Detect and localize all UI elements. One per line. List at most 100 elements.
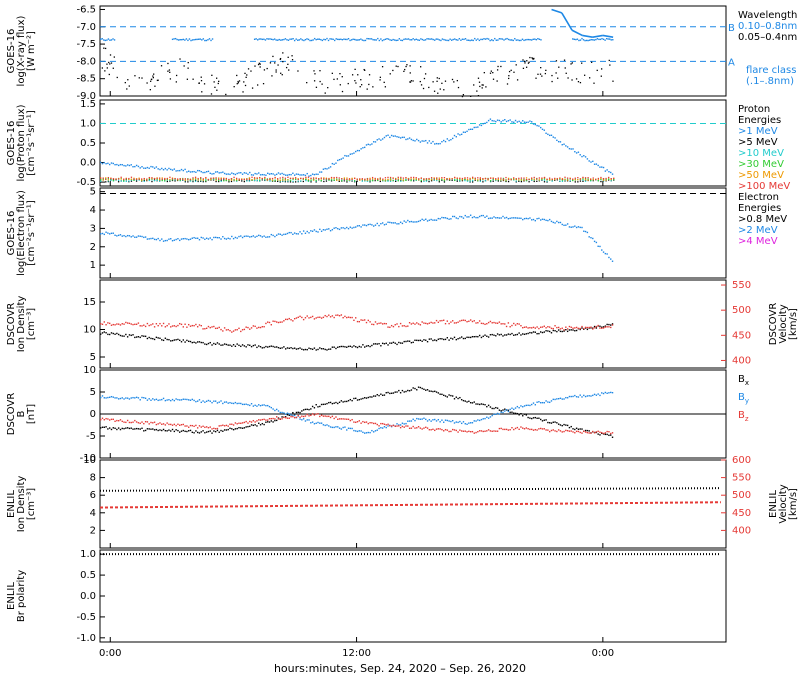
data-point [402, 179, 405, 181]
flare-peak [582, 34, 593, 38]
data-point [585, 39, 588, 42]
data-point [557, 398, 560, 400]
data-point [189, 340, 192, 343]
data-point [277, 233, 280, 235]
data-point [522, 67, 525, 70]
data-point [473, 84, 475, 86]
data-point [110, 39, 113, 41]
data-point [302, 177, 304, 180]
data-point [502, 335, 504, 337]
data-point [232, 173, 235, 175]
data-point [372, 343, 375, 345]
data-point [284, 180, 287, 182]
data-point [543, 176, 546, 179]
data-point [326, 228, 328, 230]
data-point [326, 349, 328, 351]
data-point [166, 338, 168, 341]
data-point [520, 121, 522, 124]
data-point [466, 177, 469, 179]
data-point [290, 38, 293, 40]
data-point [288, 317, 290, 320]
data-point [516, 333, 519, 336]
data-point [500, 333, 502, 336]
data-point [432, 140, 434, 143]
x-tick-label: 0:00 [99, 648, 121, 659]
data-point [516, 426, 519, 429]
data-point [222, 430, 224, 432]
data-point [376, 429, 378, 431]
data-point [100, 38, 102, 40]
data-point [500, 65, 502, 68]
data-point [365, 224, 368, 227]
data-point [510, 178, 512, 181]
data-point [570, 63, 572, 65]
data-point [408, 420, 411, 422]
y-tick-label: 0 [90, 409, 96, 420]
data-point [133, 179, 135, 181]
data-point [454, 179, 456, 181]
data-point [254, 344, 256, 346]
data-point [225, 343, 228, 346]
data-point [159, 422, 161, 424]
data-point [284, 233, 287, 235]
data-point [333, 163, 335, 165]
data-point [143, 167, 145, 169]
data-point [205, 180, 207, 183]
data-point [430, 338, 432, 340]
data-point [148, 428, 150, 430]
data-point [525, 414, 528, 416]
data-point [484, 38, 487, 40]
data-point [424, 39, 427, 41]
data-point [537, 37, 539, 40]
data-point [443, 89, 445, 91]
data-point [196, 400, 199, 402]
data-point [529, 404, 531, 407]
data-point [381, 39, 384, 42]
data-point [205, 237, 208, 239]
data-point [368, 83, 370, 86]
data-point [252, 325, 255, 327]
data-point [484, 216, 486, 219]
data-point [389, 39, 391, 41]
data-point [110, 179, 112, 181]
data-point [515, 64, 517, 66]
data-point [457, 217, 459, 220]
data-point [317, 38, 319, 40]
data-point [329, 348, 332, 350]
data-point [500, 411, 502, 413]
data-point [552, 398, 554, 401]
data-point [464, 131, 466, 134]
data-point [317, 413, 319, 415]
data-point [236, 423, 238, 425]
data-point [202, 178, 204, 180]
data-point [610, 432, 612, 435]
data-point [471, 430, 474, 433]
data-point [396, 323, 398, 325]
data-point [504, 217, 506, 219]
data-point [590, 178, 592, 181]
y-axis-label: ENLILBr polarity [6, 570, 27, 622]
data-point [374, 430, 377, 432]
data-point [478, 403, 481, 406]
data-point [419, 80, 421, 83]
data-point [566, 223, 569, 225]
data-point [103, 331, 105, 333]
data-point [364, 39, 367, 42]
data-point [229, 401, 231, 404]
data-point [120, 180, 122, 182]
data-point [612, 39, 614, 41]
data-point [207, 39, 209, 41]
data-point [235, 178, 238, 181]
data-point [565, 72, 567, 74]
data-point [146, 421, 149, 423]
data-point [434, 418, 436, 421]
data-point [211, 401, 213, 404]
data-point [369, 144, 371, 146]
data-point [493, 120, 495, 122]
data-point [258, 62, 261, 64]
data-point [107, 232, 109, 234]
data-point [366, 179, 369, 181]
data-point [284, 318, 287, 321]
data-point [599, 325, 601, 327]
data-point [164, 239, 167, 242]
